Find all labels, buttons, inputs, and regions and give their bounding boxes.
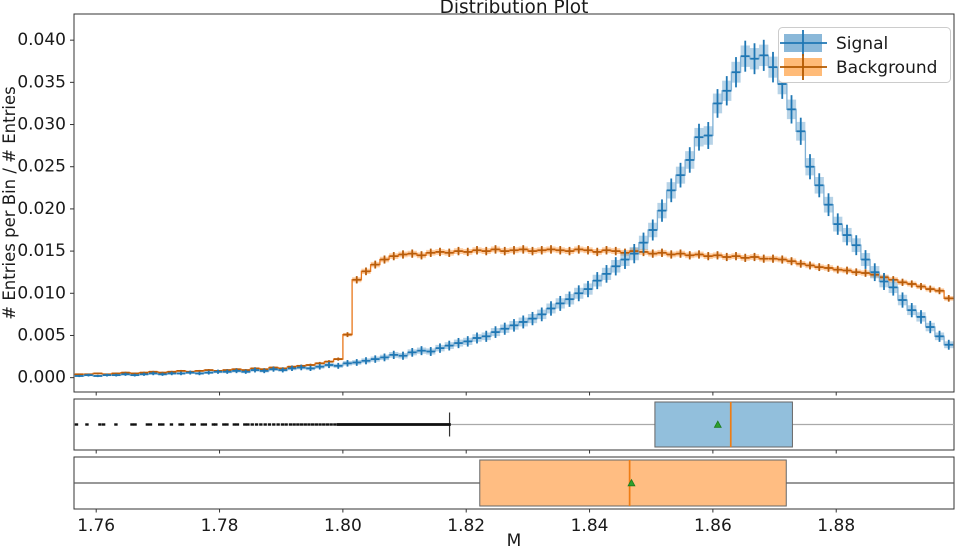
x-tick-label: 1.82	[447, 516, 485, 536]
x-tick-label: 1.78	[201, 516, 239, 536]
y-tick-label: 0.015	[17, 241, 66, 261]
y-tick-label: 0.020	[17, 199, 66, 219]
y-tick-label: 0.030	[17, 115, 66, 135]
y-axis-label: # Entries per Bin / # Entries	[0, 86, 19, 319]
signal-step-line	[74, 54, 954, 377]
signal-flier-band	[336, 423, 451, 426]
y-tick-label: 0.010	[17, 283, 66, 303]
legend: Signal Background	[778, 27, 951, 83]
y-tick-label: 0.025	[17, 157, 66, 177]
x-axis-label: M	[507, 531, 522, 549]
signal-mean-marker	[713, 420, 722, 428]
x-tick-label: 1.80	[324, 516, 362, 536]
x-tick-label: 1.84	[571, 516, 609, 536]
signal-box	[654, 401, 793, 448]
x-tick-label: 1.86	[694, 516, 732, 536]
y-tick-label: 0.000	[17, 368, 66, 388]
legend-signal-label: Signal	[836, 34, 888, 54]
x-tick-label: 1.88	[817, 516, 855, 536]
axes-layer: 0.000 0.005 0.010 0.015 0.020 0.025 0.030 0.035…	[17, 13, 955, 536]
y-tick-label: 0.040	[17, 30, 66, 50]
legend-entry-background: Background	[780, 54, 937, 80]
x-tick-label: 1.76	[77, 516, 115, 536]
y-tick-label: 0.005	[17, 325, 66, 345]
legend-background-label: Background	[836, 58, 937, 78]
background-mean-marker	[627, 478, 636, 487]
y-tick-label: 0.035	[17, 72, 66, 92]
legend-entry-signal: Signal	[780, 30, 888, 56]
